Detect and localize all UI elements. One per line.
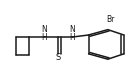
Text: N: N [70,25,75,34]
Text: S: S [56,53,61,62]
Text: H: H [70,33,75,42]
Text: H: H [42,33,47,42]
Text: N: N [42,25,47,34]
Text: Br: Br [106,15,114,24]
